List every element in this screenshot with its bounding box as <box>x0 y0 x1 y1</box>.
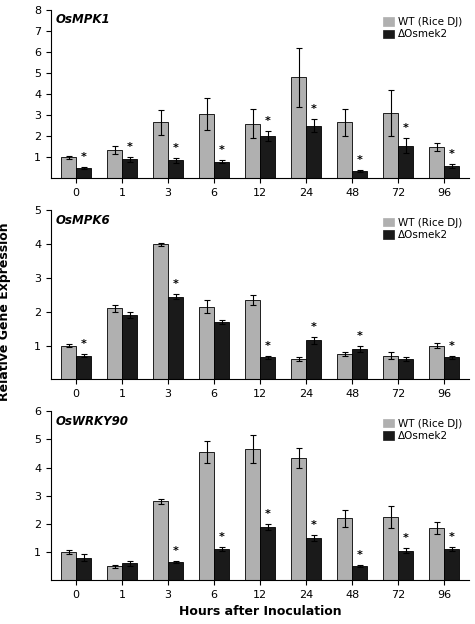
Text: *: * <box>311 520 316 530</box>
Bar <box>444 358 459 379</box>
Bar <box>306 341 321 379</box>
Bar <box>168 562 183 580</box>
Bar <box>306 538 321 580</box>
Text: *: * <box>265 509 270 519</box>
Bar <box>352 171 367 178</box>
Bar <box>444 549 459 580</box>
Text: *: * <box>448 341 455 351</box>
Text: *: * <box>81 152 86 162</box>
Bar <box>383 113 398 178</box>
Bar <box>429 528 444 580</box>
Text: *: * <box>311 104 316 114</box>
Bar <box>122 315 137 379</box>
Bar <box>260 358 275 379</box>
Text: *: * <box>81 339 86 349</box>
Text: *: * <box>448 149 455 158</box>
Text: *: * <box>265 116 270 126</box>
Bar <box>292 77 306 178</box>
Bar <box>260 527 275 580</box>
Text: OsMPK6: OsMPK6 <box>55 214 110 227</box>
Bar <box>352 566 367 580</box>
Bar <box>200 452 214 580</box>
Bar <box>246 124 260 178</box>
Bar <box>306 125 321 178</box>
Text: *: * <box>127 142 133 152</box>
Bar <box>122 159 137 178</box>
Bar <box>352 349 367 379</box>
Bar <box>214 322 229 379</box>
Text: *: * <box>311 322 316 332</box>
Bar <box>246 449 260 580</box>
Bar <box>168 296 183 379</box>
Text: Relative Gene Expression: Relative Gene Expression <box>0 223 11 401</box>
Text: OsMPK1: OsMPK1 <box>55 13 110 26</box>
Text: *: * <box>403 533 408 543</box>
Legend: WT (Rice DJ), ΔOsmek2: WT (Rice DJ), ΔOsmek2 <box>381 216 464 242</box>
Bar <box>107 150 122 178</box>
Text: *: * <box>218 145 225 155</box>
Bar <box>200 114 214 178</box>
Text: *: * <box>172 545 179 556</box>
Bar <box>429 147 444 178</box>
Bar <box>246 300 260 379</box>
Bar <box>153 501 168 580</box>
Bar <box>122 563 137 580</box>
Bar <box>61 552 76 580</box>
Text: *: * <box>357 550 362 560</box>
Text: *: * <box>218 532 225 542</box>
Bar <box>76 356 91 379</box>
Bar <box>398 359 413 379</box>
Bar <box>292 458 306 580</box>
Bar <box>337 354 352 379</box>
Bar <box>76 168 91 178</box>
Bar <box>76 558 91 580</box>
Text: *: * <box>172 144 179 154</box>
Text: *: * <box>403 123 408 134</box>
Bar <box>429 346 444 379</box>
Text: *: * <box>357 331 362 341</box>
Text: *: * <box>357 155 362 165</box>
Bar <box>107 566 122 580</box>
Text: *: * <box>448 532 455 542</box>
Bar <box>61 346 76 379</box>
Bar <box>260 136 275 178</box>
Bar <box>398 550 413 580</box>
Bar <box>214 162 229 178</box>
Bar <box>168 160 183 178</box>
Bar <box>61 157 76 178</box>
Text: *: * <box>172 279 179 289</box>
Bar <box>383 356 398 379</box>
Text: OsWRKY90: OsWRKY90 <box>55 415 128 427</box>
X-axis label: Hours after Inoculation: Hours after Inoculation <box>179 605 342 618</box>
Bar <box>444 166 459 178</box>
Bar <box>200 306 214 379</box>
Legend: WT (Rice DJ), ΔOsmek2: WT (Rice DJ), ΔOsmek2 <box>381 417 464 443</box>
Bar <box>214 549 229 580</box>
Bar <box>383 517 398 580</box>
Bar <box>153 122 168 178</box>
Bar <box>398 145 413 178</box>
Bar <box>292 359 306 379</box>
Bar <box>107 308 122 379</box>
Bar <box>337 519 352 580</box>
Text: *: * <box>265 341 270 351</box>
Legend: WT (Rice DJ), ΔOsmek2: WT (Rice DJ), ΔOsmek2 <box>381 15 464 42</box>
Bar <box>337 122 352 178</box>
Bar <box>153 244 168 379</box>
